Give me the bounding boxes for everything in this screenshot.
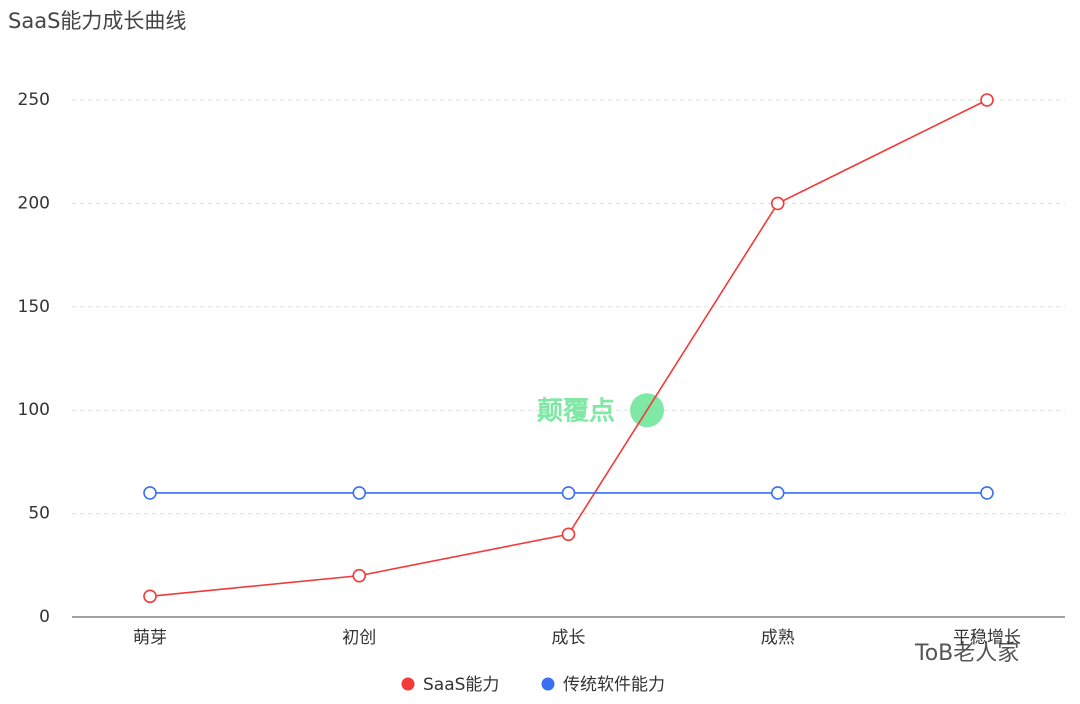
series-line [149,99,988,598]
point [143,589,157,604]
annotation-label: 颠覆点 [537,396,615,427]
watermark: ToB老人家 [914,641,1019,666]
y-tick-label: 100 [18,400,50,420]
x-tick-label: 萌芽 [133,628,167,648]
point [561,486,576,500]
y-tick-label: 200 [18,193,50,213]
point [352,568,367,583]
point [980,486,994,500]
legend-swatch [541,677,555,691]
y-tick-label: 0 [39,607,50,627]
x-tick-label: 平稳增长 [953,628,1021,648]
point [143,486,157,500]
legend-label: SaaS能力 [423,675,499,695]
chart-title: SaaS能力成长曲线 [8,9,186,33]
point [770,196,785,211]
y-tick-label: 150 [18,297,50,317]
x-tick-label: 成熟 [761,627,795,648]
point [770,486,785,500]
point [352,486,367,500]
point [561,527,576,542]
x-tick-label: 初创 [342,628,376,648]
legend-label: 传统软件能力 [563,675,665,695]
x-tick-label: 成长 [552,628,586,648]
y-tick-label: 50 [28,504,50,524]
legend-swatch [401,677,415,691]
y-tick-label: 250 [18,90,50,110]
point [980,93,994,107]
